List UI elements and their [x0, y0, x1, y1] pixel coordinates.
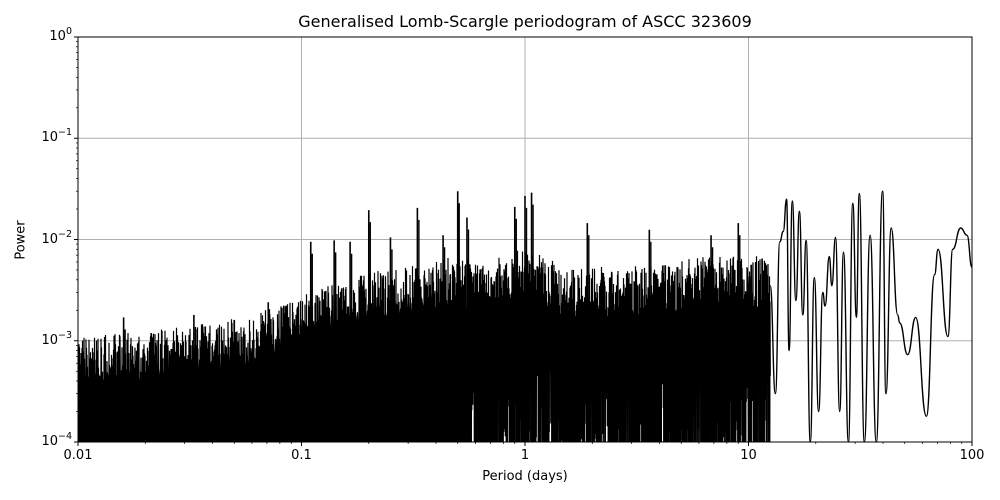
- y-tick-label: 10−2: [41, 228, 72, 247]
- x-tick-label: 0.01: [63, 448, 93, 463]
- y-tick-label: 10−4: [41, 430, 72, 449]
- periodogram-line: [78, 190, 972, 442]
- x-axis-label: Period (days): [482, 469, 568, 484]
- y-tick-label: 10−3: [41, 329, 72, 348]
- x-tick-label: 1: [520, 448, 530, 463]
- y-tick-label: 10−1: [41, 127, 72, 145]
- x-tick-label: 0.1: [291, 448, 312, 463]
- x-tick-label: 10: [740, 448, 757, 463]
- y-axis-label: Power: [13, 220, 29, 260]
- chart-title: Generalised Lomb-Scargle periodogram of …: [298, 12, 752, 31]
- x-tick-label: 100: [959, 448, 985, 463]
- axis-ticks: [74, 36, 973, 446]
- y-tick-label: 100: [49, 25, 72, 44]
